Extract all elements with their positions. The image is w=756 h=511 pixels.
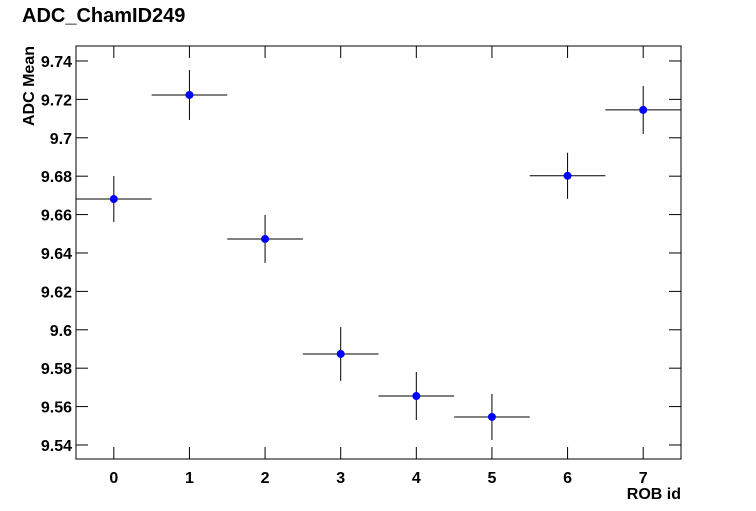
point [336,349,345,358]
point [185,90,194,99]
point [261,234,270,243]
point [487,412,496,421]
x-tick-label: 4 [412,470,421,487]
point [563,171,572,180]
y-tick-label: 9.72 [41,92,72,109]
y-tick-label: 9.74 [41,54,72,71]
x-tick-label: 6 [563,470,572,487]
x-tick-label: 7 [639,470,648,487]
x-tick-label: 0 [109,470,118,487]
point [639,105,648,114]
point [412,392,421,401]
x-tick-label: 5 [487,470,496,487]
y-tick-label: 9.64 [41,246,72,263]
plot-frame [75,45,682,460]
x-tick-label: 2 [261,470,270,487]
x-tick-label: 1 [185,470,194,487]
y-tick-label: 9.58 [41,361,72,378]
y-tick-label: 9.62 [41,284,72,301]
y-tick-label: 9.6 [50,323,72,340]
point [109,195,118,204]
chart-title: ADC_ChamID249 [22,5,185,27]
y-tick-label: 9.56 [41,400,72,417]
y-axis-label: ADC Mean [21,46,38,126]
x-axis-label: ROB id [627,486,681,503]
y-tick-label: 9.66 [41,208,72,225]
x-tick-label: 3 [336,470,345,487]
y-tick-label: 9.54 [41,438,72,455]
y-tick-label: 9.7 [50,131,72,148]
y-tick-label: 9.68 [41,169,72,186]
